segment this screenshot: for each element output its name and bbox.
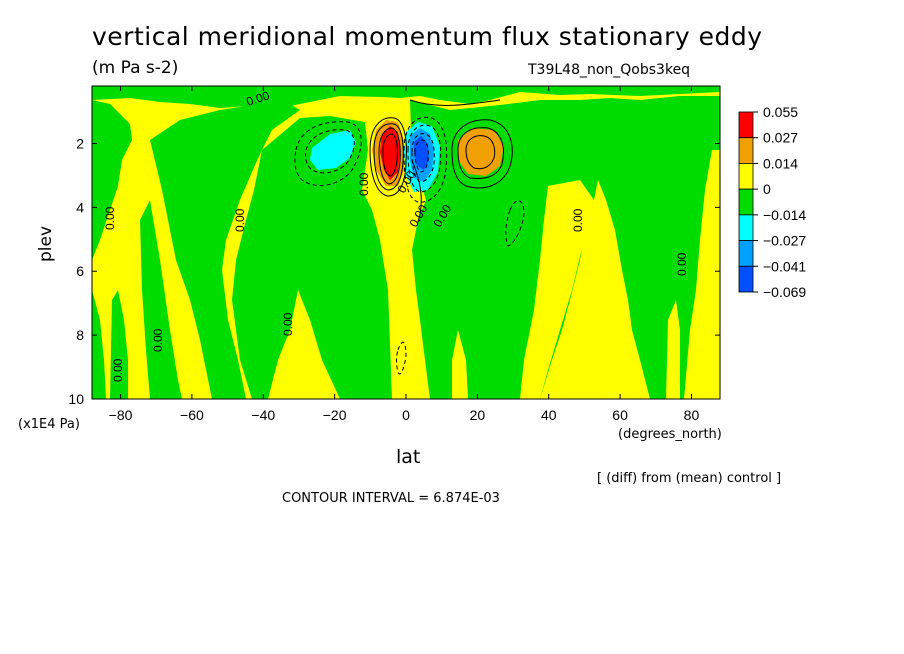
x-tick-label: 20 bbox=[470, 407, 486, 423]
yellow-island-2 bbox=[616, 360, 630, 399]
x-tick-label: 60 bbox=[612, 407, 628, 423]
legend-label: 0.055 bbox=[763, 104, 798, 120]
contour-label: 0.00 bbox=[103, 206, 117, 230]
contour-label: 0.00 bbox=[233, 208, 247, 232]
contour-line-north-2 bbox=[411, 159, 422, 223]
green-region-top bbox=[92, 86, 720, 110]
y-tick-label: 10 bbox=[68, 391, 84, 407]
contour-dipole-pos-2 bbox=[373, 123, 404, 191]
x-axis-units: (degrees_north) bbox=[618, 427, 722, 442]
legend-swatch bbox=[738, 188, 754, 216]
y-tick-label: 8 bbox=[76, 327, 84, 343]
x-tick-label: −40 bbox=[251, 407, 275, 423]
contour-dipole-neg-1 bbox=[403, 116, 448, 203]
legend-label: −0.014 bbox=[763, 207, 806, 223]
contour-dipole-pos-3 bbox=[378, 127, 401, 185]
legend-label: 0.014 bbox=[763, 155, 798, 171]
contour-dipole-pos-1 bbox=[369, 117, 407, 197]
legend-label: −0.027 bbox=[763, 233, 806, 249]
x-axis-label: lat bbox=[396, 446, 421, 468]
contour-dipole-neg-3 bbox=[411, 133, 435, 183]
green-region-left-lower bbox=[92, 290, 106, 399]
contour-label: 0.00 bbox=[111, 358, 125, 382]
contour-lobe-north-3 bbox=[465, 135, 496, 170]
yellow-island-4 bbox=[452, 330, 468, 399]
contour-dipole-neg-4 bbox=[414, 139, 429, 173]
contour-label: 0.00 bbox=[675, 252, 689, 276]
legend-swatch bbox=[738, 137, 754, 164]
chart-title: vertical meridional momentum flux statio… bbox=[92, 22, 763, 51]
x-tick-label: 0 bbox=[402, 407, 410, 423]
y-tick-label: 4 bbox=[76, 199, 84, 215]
contour-interval: CONTOUR INTERVAL = 6.874E-03 bbox=[282, 491, 500, 506]
contour-dipole-pos-4 bbox=[382, 133, 398, 177]
contour-lines-negative bbox=[294, 116, 525, 375]
green-region-southern-band bbox=[150, 104, 300, 399]
yellow-island-3 bbox=[666, 300, 680, 399]
legend-label: 0 bbox=[763, 181, 771, 197]
contour-label: 0.00 bbox=[151, 328, 165, 352]
contour-dipole-neg-2 bbox=[407, 124, 442, 193]
x-tick-label: 80 bbox=[684, 407, 700, 423]
difference-note: [ (diff) from (mean) control ] bbox=[597, 471, 782, 486]
cyan-lobe-south bbox=[310, 130, 356, 170]
x-tick-label: −80 bbox=[109, 407, 133, 423]
x-tick-label: −20 bbox=[323, 407, 347, 423]
green-region-south-column-2 bbox=[140, 200, 182, 399]
y-tick-label: 2 bbox=[76, 135, 84, 151]
green-region-left-upper bbox=[92, 100, 132, 260]
contour-lobe-north-2 bbox=[457, 127, 504, 179]
contour-label: 0.00 bbox=[245, 88, 272, 109]
legend-label: 0.027 bbox=[763, 130, 798, 146]
legend-swatch bbox=[738, 214, 754, 241]
green-region-far-south-column bbox=[110, 290, 128, 399]
contour-label: 0.00 bbox=[571, 208, 585, 232]
blue-minimum bbox=[414, 136, 429, 170]
contour-line-north-1 bbox=[409, 99, 501, 106]
legend-swatch bbox=[738, 240, 754, 267]
green-region-mid-south bbox=[232, 116, 392, 399]
y-axis: 2 4 6 8 10 bbox=[68, 135, 720, 407]
contour-lobe-north-1 bbox=[451, 119, 513, 189]
contour-dashed-equator-small bbox=[396, 341, 407, 375]
contour-field: 0.00 0.00 0.00 0.00 0.00 0.00 0.00 0.00 … bbox=[92, 86, 720, 399]
x-tick-label: 40 bbox=[541, 407, 557, 423]
x-axis: −80 −60 −40 −20 0 20 40 60 80 bbox=[109, 86, 700, 423]
contour-lines bbox=[369, 99, 513, 223]
x-tick-label: −60 bbox=[180, 407, 204, 423]
yellow-island-1 bbox=[520, 180, 594, 399]
color-legend: 0.055 0.027 0.014 0 −0.014 −0.027 −0.041 −0.069 bbox=[738, 104, 806, 300]
y-axis-label: plev bbox=[36, 225, 56, 262]
legend-swatch bbox=[738, 163, 754, 190]
legend-label: −0.041 bbox=[763, 258, 806, 274]
contour-cyan-south-2 bbox=[305, 129, 355, 174]
contour-label: 0.00 bbox=[281, 312, 295, 336]
legend-swatch bbox=[738, 265, 754, 293]
contour-dashed-northern bbox=[505, 200, 525, 247]
contour-cyan-south-1 bbox=[294, 121, 362, 186]
chart-units: (m Pa s-2) bbox=[92, 58, 179, 78]
legend-swatch bbox=[738, 111, 754, 139]
legend-label: −0.069 bbox=[763, 284, 806, 300]
run-label: T39L48_non_Qobs3keq bbox=[528, 62, 691, 78]
y-axis-units: (x1E4 Pa) bbox=[18, 417, 80, 432]
contour-label: 0.00 bbox=[357, 172, 371, 196]
y-tick-label: 6 bbox=[76, 263, 84, 279]
